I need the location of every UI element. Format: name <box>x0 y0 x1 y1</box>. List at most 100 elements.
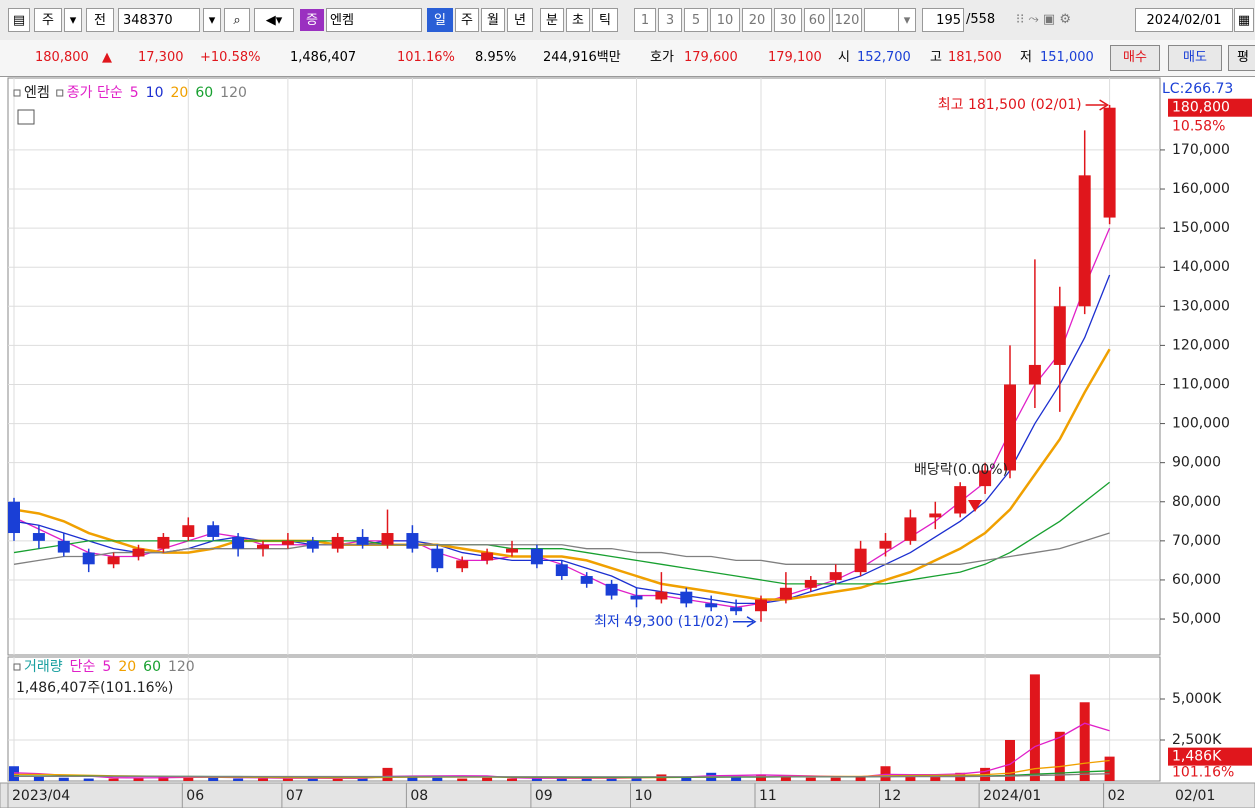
candle-body <box>456 560 469 569</box>
y-tick-label: 110,000 <box>1172 376 1230 392</box>
arrow <box>733 616 757 628</box>
change-label: 10.58% <box>1172 119 1225 135</box>
icons[interactable]: ⁝⁝ ⤳ ▣ ⚙ <box>1016 12 1071 27</box>
avg-button[interactable]: 평 <box>1228 45 1255 71</box>
candle-body <box>829 572 842 580</box>
volume-label: 1,486K <box>1172 749 1222 765</box>
tab[interactable]: 초 <box>566 8 590 32</box>
cursor-date: 02/01 <box>1175 788 1215 804</box>
x-tick-label: 12 <box>884 788 902 804</box>
volume-bar <box>233 778 244 781</box>
volume-bar <box>382 767 393 781</box>
volume-bar <box>1104 756 1115 781</box>
volume-bar <box>507 778 517 781</box>
btn[interactable]: 주 <box>34 8 62 32</box>
period[interactable]: 5 <box>684 8 708 32</box>
legend-icon <box>17 109 35 125</box>
volume-bar <box>58 777 69 781</box>
buy-button[interactable]: 매수 <box>1110 45 1160 71</box>
volume-box <box>1168 747 1252 766</box>
change: 17,300 <box>138 50 184 65</box>
date-input[interactable]: 2024/02/01 <box>1135 8 1233 32</box>
candle-body <box>232 536 245 549</box>
drop[interactable]: ▾ <box>203 8 221 32</box>
ma-line <box>13 274 1111 605</box>
y-tick-label: 50,000 <box>1172 611 1221 627</box>
x-tick-label: 11 <box>759 788 777 804</box>
x-tick-label: 06 <box>186 788 204 804</box>
tab[interactable]: 분 <box>540 8 564 32</box>
period[interactable]: 10 <box>710 8 740 32</box>
tab[interactable]: 년 <box>507 8 533 32</box>
volume-bar <box>9 766 19 781</box>
tab[interactable]: 틱 <box>592 8 618 32</box>
candle-body <box>555 564 568 577</box>
ratio-label: 101.16% <box>1172 765 1234 781</box>
toolbar: ▤ 주 ▾ 전 348370 ▾ ⌕ ◀▾ 증 엔켐 일 주 월 년 분 초 틱… <box>0 0 1255 41</box>
volume-bar <box>133 777 144 781</box>
candle-body <box>954 486 967 514</box>
volume-bar <box>332 778 343 781</box>
calendar[interactable]: ▦ <box>1234 8 1254 32</box>
y-tick-label: 60,000 <box>1172 572 1221 588</box>
volume-bar <box>258 778 268 781</box>
candle-body <box>1103 107 1116 218</box>
volume-bar <box>731 776 742 781</box>
y-tick-label: 2,500K <box>1172 732 1222 748</box>
drop[interactable]: ▾ <box>64 8 82 32</box>
candle-body <box>406 533 419 549</box>
change-pct: +10.58% <box>200 50 261 65</box>
search[interactable]: ⌕ <box>224 8 250 32</box>
open: 152,700 <box>857 50 911 65</box>
period[interactable]: 120 <box>832 8 862 32</box>
x-axis-bar <box>0 782 1255 808</box>
candle-body <box>854 548 867 573</box>
tab[interactable]: 월 <box>481 8 505 32</box>
volume-bar <box>606 777 617 781</box>
y-tick-label: 150,000 <box>1172 220 1230 236</box>
y-tick-label: 90,000 <box>1172 455 1221 471</box>
volume-bar <box>830 777 841 781</box>
volume-bar <box>581 778 592 781</box>
volume-bar <box>905 774 916 781</box>
candle-body <box>779 587 792 600</box>
period[interactable]: 3 <box>658 8 682 32</box>
price-panel <box>7 77 1161 656</box>
candle-body <box>132 548 145 557</box>
volume-bar <box>158 776 169 781</box>
candle-body <box>32 533 45 541</box>
candle-body <box>530 548 543 565</box>
label: 시 <box>838 50 850 65</box>
count-input[interactable]: 195 <box>922 8 964 32</box>
period[interactable]: 60 <box>804 8 830 32</box>
low-annotation: 최저 49,300 (11/02) <box>594 614 729 630</box>
period[interactable]: 20 <box>742 8 772 32</box>
high: 181,500 <box>948 50 1002 65</box>
bid: 179,100 <box>768 50 822 65</box>
legend-text: 60 <box>195 85 213 101</box>
badge: 증 <box>300 9 324 31</box>
high-annotation: 최고 181,500 (02/01) <box>938 97 1082 113</box>
volume-bar <box>556 777 567 781</box>
volume-bar <box>681 776 692 781</box>
candle-body <box>929 513 942 518</box>
count-total: /558 <box>966 12 996 27</box>
volume-bar <box>756 774 766 781</box>
sound[interactable]: ◀▾ <box>254 8 294 32</box>
code-input[interactable]: 348370 <box>118 8 200 32</box>
icon[interactable]: ▤ <box>8 8 30 32</box>
drop[interactable]: ▾ <box>898 8 916 32</box>
legend-icon <box>13 663 21 671</box>
candle-body <box>481 552 494 561</box>
tab[interactable]: 일 <box>427 8 453 32</box>
period[interactable]: 1 <box>634 8 656 32</box>
volume-bar <box>108 778 119 781</box>
tab[interactable]: 주 <box>455 8 479 32</box>
name-input[interactable]: 엔켐 <box>326 8 422 32</box>
sell-button[interactable]: 매도 <box>1168 45 1222 71</box>
candle-body <box>306 540 319 549</box>
candle-body <box>431 548 444 569</box>
period[interactable]: 30 <box>774 8 802 32</box>
btn[interactable]: 전 <box>86 8 114 32</box>
